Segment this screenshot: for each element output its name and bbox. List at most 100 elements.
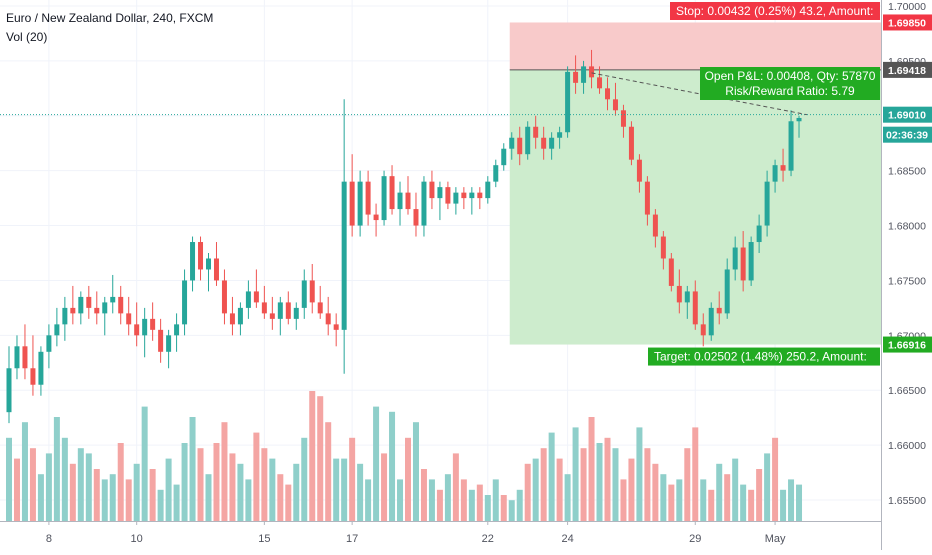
volume-bar bbox=[780, 489, 787, 521]
volume-bar bbox=[684, 448, 691, 521]
volume-bar bbox=[420, 469, 427, 521]
candle-body bbox=[14, 346, 20, 369]
candle-body bbox=[357, 181, 363, 226]
candle-body bbox=[509, 137, 515, 149]
candle-body bbox=[22, 346, 28, 369]
volume-bar bbox=[492, 479, 499, 521]
volume-bar bbox=[676, 479, 683, 521]
volume-bar bbox=[365, 479, 372, 521]
volume-bar bbox=[532, 458, 539, 521]
volume-bar bbox=[229, 453, 236, 521]
target-price-label: 1.66916 bbox=[888, 340, 926, 352]
volume-bar bbox=[245, 479, 252, 521]
candle-body bbox=[533, 126, 539, 138]
candle-body bbox=[740, 247, 746, 281]
volume-bar bbox=[660, 474, 667, 521]
candle-body bbox=[692, 291, 698, 325]
volume-bar bbox=[556, 458, 563, 521]
volume-bar bbox=[205, 474, 212, 521]
volume-bar bbox=[628, 458, 635, 521]
candle-body bbox=[381, 176, 387, 221]
volume-bar bbox=[508, 500, 515, 521]
volume-bar bbox=[125, 479, 132, 521]
volume-bar bbox=[516, 489, 523, 521]
candle-body bbox=[198, 242, 204, 270]
candle-body bbox=[581, 66, 587, 83]
volume-bar bbox=[285, 484, 292, 521]
candle-body bbox=[413, 209, 419, 226]
candle-body bbox=[517, 137, 523, 155]
position-overlays: Stop: 0.00432 (0.25%) 43.2, Amount: Open … bbox=[0, 2, 881, 366]
volume-bar bbox=[756, 469, 763, 521]
candle-body bbox=[652, 214, 658, 237]
candle-body bbox=[293, 307, 299, 319]
volume-bar bbox=[692, 427, 699, 521]
volume-bar bbox=[237, 463, 244, 521]
pnl-label-box bbox=[700, 67, 880, 100]
candle-body bbox=[373, 214, 379, 221]
candle-body bbox=[134, 324, 140, 336]
volume-bar bbox=[181, 443, 188, 521]
volume-bar bbox=[596, 443, 603, 521]
candle-body bbox=[724, 269, 730, 314]
stop-loss-zone bbox=[509, 22, 881, 70]
candle-body bbox=[684, 291, 690, 303]
volume-bar bbox=[740, 484, 747, 521]
volume-bar bbox=[349, 437, 356, 521]
candle-body bbox=[605, 88, 610, 100]
candle-body bbox=[253, 291, 259, 303]
candle-body bbox=[620, 110, 626, 127]
candle-body bbox=[796, 117, 802, 122]
volume-bars bbox=[6, 391, 803, 521]
volume-indicator-label: Vol (20) bbox=[6, 30, 47, 44]
volume-bar bbox=[444, 474, 451, 521]
candle-body bbox=[269, 313, 275, 319]
candle-body bbox=[573, 71, 579, 83]
candle-body bbox=[660, 236, 666, 259]
x-tick-label: 24 bbox=[561, 533, 573, 545]
candle-body bbox=[190, 242, 196, 281]
target-label-box bbox=[648, 347, 880, 366]
candle-body bbox=[780, 165, 786, 171]
candle-body bbox=[349, 181, 355, 226]
candle-body bbox=[110, 296, 116, 303]
volume-bar bbox=[412, 422, 419, 521]
candle-body bbox=[565, 71, 571, 133]
countdown-label-bg bbox=[883, 126, 932, 143]
candle-body bbox=[764, 181, 770, 226]
volume-bar bbox=[772, 437, 779, 521]
volume-bar bbox=[341, 458, 348, 521]
candle-body bbox=[676, 285, 682, 303]
volume-bar bbox=[277, 474, 284, 521]
volume-bar bbox=[117, 443, 124, 521]
x-tick-label: 10 bbox=[131, 533, 143, 545]
candle-body bbox=[700, 324, 706, 336]
volume-bar bbox=[213, 443, 220, 521]
chart-title: Euro / New Zealand Dollar, 240, FXCM bbox=[6, 11, 213, 25]
volume-bar bbox=[612, 448, 619, 521]
volume-bar bbox=[716, 463, 723, 521]
y-tick-label: 1.66000 bbox=[888, 440, 926, 452]
candle-body bbox=[221, 280, 227, 314]
volume-bar bbox=[221, 422, 228, 521]
volume-bar bbox=[652, 463, 659, 521]
volume-bar bbox=[460, 479, 467, 521]
candle-body bbox=[756, 225, 762, 243]
candle-body bbox=[748, 242, 754, 281]
volume-bar bbox=[109, 474, 116, 521]
volume-bar bbox=[61, 437, 68, 521]
volume-bar bbox=[149, 469, 156, 521]
volume-bar bbox=[333, 458, 340, 521]
candle-body bbox=[166, 335, 172, 352]
volume-bar bbox=[357, 463, 364, 521]
stop-label: Stop: 0.00432 (0.25%) 43.2, Amount: bbox=[676, 4, 873, 18]
volume-bar bbox=[604, 437, 611, 521]
candle-body bbox=[62, 307, 68, 325]
candle-body bbox=[102, 302, 108, 314]
candle-body bbox=[245, 291, 251, 308]
candle-body bbox=[461, 192, 467, 199]
candle-body bbox=[174, 324, 180, 336]
volume-bar bbox=[133, 463, 140, 521]
